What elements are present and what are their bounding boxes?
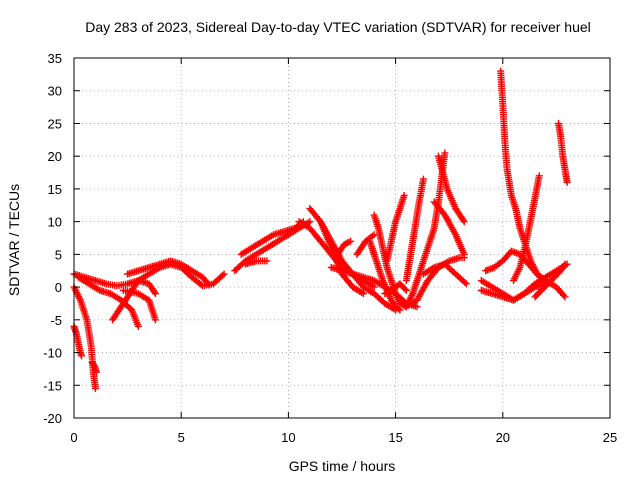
data-point	[219, 271, 227, 279]
x-tick-label: 15	[388, 430, 402, 445]
data-point	[204, 280, 212, 288]
data-point	[151, 290, 159, 298]
series-arc-7	[109, 260, 228, 324]
series-arc-21	[383, 191, 408, 265]
data-point	[151, 316, 159, 324]
series-arc-16	[334, 237, 355, 258]
data-point	[220, 270, 228, 278]
data-point	[561, 293, 569, 301]
data-point	[401, 285, 409, 293]
series-arc-33	[531, 260, 569, 301]
chart-title: Day 283 of 2023, Sidereal Day-to-day VTE…	[85, 19, 591, 35]
series-arc-8	[124, 257, 213, 289]
data-point	[306, 218, 314, 226]
y-tick-label: 35	[48, 51, 62, 66]
y-tick-label: 15	[48, 182, 62, 197]
series-arc-30	[477, 280, 550, 304]
data-point	[134, 322, 142, 330]
x-tick-label: 10	[281, 430, 295, 445]
x-axis-label: GPS time / hours	[289, 458, 396, 474]
data-point	[370, 283, 378, 291]
y-axis-label: SDTVAR / TECUs	[6, 184, 22, 296]
data-point	[402, 286, 410, 294]
data-point	[93, 368, 101, 376]
data-point	[343, 239, 351, 247]
y-tick-label: -10	[43, 346, 62, 361]
series-arc-22	[402, 175, 427, 285]
data-point	[359, 290, 367, 298]
data-point	[78, 352, 86, 360]
data-point	[419, 175, 427, 183]
grid	[74, 58, 610, 418]
series-arc-34	[555, 119, 571, 186]
series-arc-11	[242, 257, 271, 268]
series-arc-27	[434, 152, 468, 226]
data-point	[461, 278, 469, 286]
series-arc-26	[430, 198, 468, 258]
series-arc-25	[419, 260, 470, 288]
data-point	[394, 305, 402, 313]
data-point	[263, 257, 271, 265]
data-point	[413, 303, 421, 311]
series-arc-31	[497, 67, 569, 301]
y-tick-label: 0	[55, 280, 62, 295]
data-point	[561, 260, 569, 268]
data-point	[205, 281, 213, 289]
data-point	[396, 306, 404, 314]
plot-frame	[73, 57, 611, 419]
x-tick-label: 5	[178, 430, 185, 445]
data-points	[70, 67, 571, 393]
series-arc-14	[317, 218, 367, 298]
data-point	[460, 250, 468, 258]
series-arc-10	[237, 218, 307, 258]
x-tick-label: 25	[603, 430, 617, 445]
data-point	[91, 385, 99, 393]
data-point	[563, 178, 571, 186]
x-tick-label: 20	[496, 430, 510, 445]
data-point	[347, 237, 355, 245]
y-tick-label: -20	[43, 411, 62, 426]
series-arc-9	[231, 218, 314, 275]
data-point	[460, 218, 468, 226]
y-tick-label: -5	[50, 313, 62, 328]
x-tick-label: 0	[70, 430, 77, 445]
series-arc-32	[510, 172, 543, 285]
y-tick-label: 20	[48, 149, 62, 164]
data-point	[400, 191, 408, 199]
y-tick-label: -15	[43, 378, 62, 393]
y-tick-label: 5	[55, 247, 62, 262]
y-tick-label: 10	[48, 215, 62, 230]
data-point	[535, 172, 543, 180]
series-arc-3	[88, 358, 101, 376]
data-point	[345, 238, 353, 246]
data-point	[462, 280, 470, 288]
series-arc-1	[70, 322, 86, 360]
y-tick-label: 25	[48, 116, 62, 131]
data-point	[441, 149, 449, 157]
y-tick-label: 30	[48, 84, 62, 99]
series-arc-20	[381, 280, 410, 298]
series-arc-2	[70, 283, 99, 393]
axis-ticks: -20 -15 -10 -5 0 5 10 15 20 25 30 35 0 5 10 15 20 25	[43, 51, 617, 445]
